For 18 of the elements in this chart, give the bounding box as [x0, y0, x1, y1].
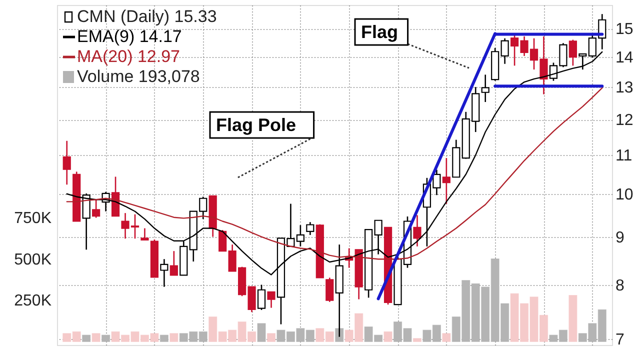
legend-label: MA(20) 12.97 [77, 47, 180, 66]
annotation: Flag [361, 22, 398, 42]
annotation: Flag Pole [216, 115, 296, 135]
y-tick-label: 8 [616, 277, 624, 294]
y-tick-label: 15 [616, 21, 634, 38]
y-tick-label: 7 [616, 332, 624, 349]
y-tick-label: 13 [616, 80, 634, 97]
y2-tick-label: 750K [14, 210, 52, 227]
legend-label: EMA(9) 14.17 [77, 27, 182, 46]
y-tick-label: 11 [616, 148, 632, 165]
legend-label: CMN (Daily) 15.33 [77, 7, 217, 26]
y-tick-label: 12 [616, 112, 634, 130]
y-tick-label: 14 [616, 49, 634, 66]
y2-tick-label: 250K [14, 292, 52, 310]
y-tick-label: 10 [616, 186, 634, 204]
legend-label: Volume 193,078 [77, 67, 200, 86]
y-tick-label: 9 [616, 229, 624, 246]
y2-tick-label: 500K [14, 251, 52, 268]
